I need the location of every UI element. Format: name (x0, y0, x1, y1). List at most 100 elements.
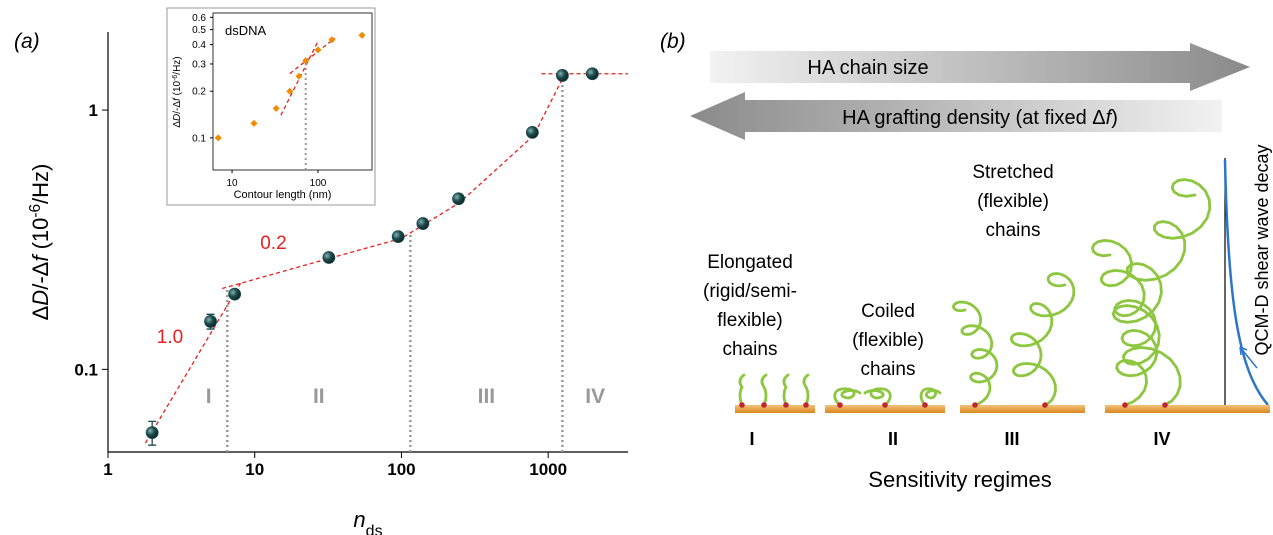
anchor (922, 402, 928, 408)
regime-caption: (flexible) (977, 191, 1049, 212)
text-run: /Hz) (172, 56, 183, 74)
regime-label: III (478, 385, 496, 408)
regime-caption: chains (861, 359, 916, 380)
polymer-chain (1009, 272, 1076, 407)
text-run: f (172, 97, 183, 101)
polymer-chain (782, 373, 790, 407)
data-point (525, 126, 539, 139)
polymer-chain (863, 387, 892, 407)
regime-label: I (206, 385, 212, 408)
data-point (585, 67, 599, 81)
text-run: D (172, 114, 183, 121)
footer: Sensitivity regimes (868, 467, 1051, 492)
inset-title: dsDNA (225, 23, 267, 38)
fit-line (144, 282, 242, 444)
x-tick-label: 100 (310, 178, 327, 189)
substrate (960, 405, 1085, 413)
anchor (1042, 402, 1048, 408)
polymer-chain (802, 373, 810, 407)
data-point (391, 230, 405, 244)
text-run: f (28, 253, 53, 262)
slope-label: 1.0 (157, 327, 183, 348)
data-point (452, 192, 465, 206)
polymer-chain (919, 387, 942, 407)
regime-caption: (flexible) (852, 330, 924, 351)
text-run: f (1106, 107, 1114, 129)
polymer-chain (833, 387, 862, 407)
substrate (1105, 405, 1270, 413)
x-tick-label: 10 (245, 460, 264, 479)
regime-caption: chains (986, 220, 1041, 241)
arrow-label: HA chain size (807, 57, 928, 79)
text-run: /-Δ (28, 261, 53, 289)
x-tick-label: 1000 (529, 460, 567, 479)
data-point (228, 287, 242, 301)
polymer-chain (1090, 238, 1159, 407)
regime-label: II (313, 385, 325, 408)
y-tick-label: 0.3 (192, 59, 206, 70)
text-run: (10 (28, 218, 53, 256)
polymer-chain (951, 300, 999, 407)
y-tick-label: 1 (89, 101, 98, 120)
y-axis-label: ΔD/-Δf (10-6/Hz) (27, 164, 54, 321)
y-tick-label: 0.1 (74, 360, 98, 379)
y-axis-label: ΔD/-Δf (10-6/Hz) (172, 56, 184, 127)
regime-label: IV (1153, 429, 1170, 449)
decay-curve (1223, 159, 1269, 406)
substrate (735, 405, 815, 413)
x-tick-label: 10 (227, 178, 239, 189)
data-point (555, 69, 569, 82)
polymer-chain (760, 373, 768, 407)
data-point (295, 72, 303, 80)
data-point (416, 217, 430, 230)
text-run: D (28, 290, 53, 306)
text-run: HA grafting density (at fixed Δ (842, 107, 1106, 129)
regime-label: II (888, 429, 898, 449)
text-run: -6 (172, 75, 179, 81)
regime-caption: flexible) (717, 310, 782, 331)
fit-line (221, 73, 566, 290)
anchor (837, 402, 843, 408)
anchor (972, 402, 978, 408)
regime-label: I (749, 429, 754, 449)
pointer-arrow (1239, 346, 1258, 369)
y-tick-label: 0.1 (192, 133, 206, 144)
y-tick-label: 0.2 (192, 87, 206, 98)
x-axis-label: nds (353, 507, 382, 535)
data-point (322, 251, 336, 264)
x-axis-label: Contour length (nm) (234, 189, 332, 201)
arrow (690, 92, 1222, 140)
regime-caption: Coiled (861, 301, 915, 322)
text-run: /-Δ (172, 101, 183, 114)
inset-frame (166, 7, 376, 206)
arrow (710, 43, 1250, 91)
panel-label: (b) (660, 30, 686, 53)
fit-line (289, 37, 336, 75)
regime-caption: chains (723, 339, 778, 360)
text-run: ) (1111, 107, 1118, 129)
anchor (803, 402, 809, 408)
text-run: -6 (27, 204, 44, 218)
anchor (761, 402, 767, 408)
anchor (1122, 402, 1128, 408)
y-tick-label: 0.5 (192, 25, 206, 36)
anchor (882, 402, 888, 408)
arrow-label: HA grafting density (at fixed Δf) (842, 107, 1118, 129)
data-point (286, 87, 294, 95)
polymer-chain (738, 373, 746, 407)
substrate (825, 405, 945, 413)
data-point (214, 134, 222, 142)
regime-label: III (1004, 429, 1019, 449)
data-point (204, 315, 217, 328)
data-point (314, 46, 322, 54)
data-point (145, 426, 159, 440)
data-point (302, 57, 310, 65)
data-point (358, 31, 366, 39)
y-tick-label: 0.4 (192, 40, 206, 51)
anchor (739, 402, 745, 408)
slope-label: 0.2 (260, 233, 286, 254)
x-tick-label: 1 (103, 460, 112, 479)
regime-caption: Elongated (707, 252, 793, 273)
data-point (328, 36, 336, 44)
